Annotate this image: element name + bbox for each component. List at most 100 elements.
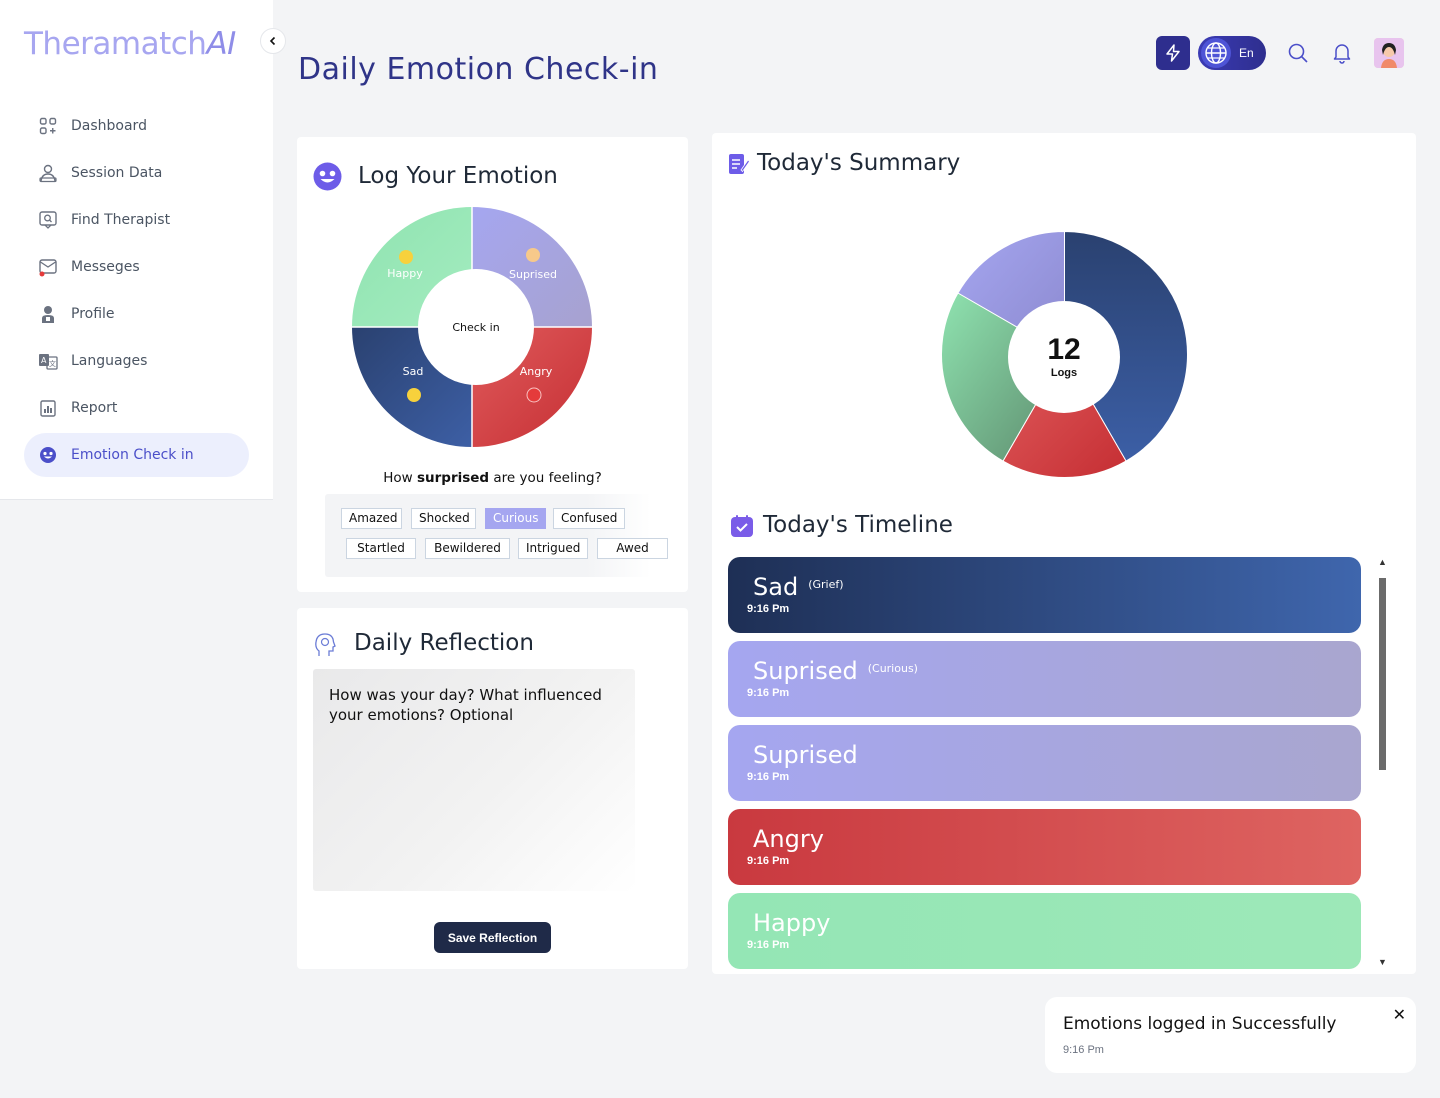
emotion-icon: [38, 445, 58, 465]
timeline-entry-suprised[interactable]: Suprised (Curious) 9:16 Pm: [728, 641, 1361, 717]
top-actions: En: [1156, 36, 1404, 70]
sidebar-item-label: Messeges: [71, 259, 140, 275]
language-switcher[interactable]: En: [1198, 36, 1266, 70]
scroll-down-icon[interactable]: ▼: [1378, 957, 1387, 967]
app-logo[interactable]: TheramatchAI: [24, 26, 236, 62]
sidebar-item-label: Emotion Check in: [71, 447, 194, 463]
sidebar-panel: TheramatchAI Dashboard Session Data Find T…: [0, 0, 273, 500]
sidebar-item-label: Languages: [71, 353, 148, 369]
wheel-label-sad: Sad: [403, 365, 424, 378]
surprised-emoji-icon: [526, 248, 540, 262]
chip-intrigued[interactable]: Intrigued: [518, 538, 588, 559]
log-emotion-title: Log Your Emotion: [358, 163, 558, 189]
reflection-textarea[interactable]: How was your day? What influenced your e…: [313, 669, 635, 891]
bolt-icon: [1166, 44, 1180, 62]
timeline-time: 9:16 Pm: [747, 771, 790, 783]
emotion-wheel[interactable]: Check in Happy Suprised Sad Angry: [352, 207, 592, 447]
chip-curious[interactable]: Curious: [485, 508, 546, 529]
sidebar-item-label: Profile: [71, 306, 115, 322]
summary-doc-icon: [729, 154, 750, 174]
page-title: Daily Emotion Check-in: [298, 52, 659, 87]
globe-icon: [1201, 38, 1231, 68]
sidebar-nav: Dashboard Session Data Find Therapist Messe…: [24, 104, 249, 480]
timeline-emotion: Angry: [753, 825, 824, 853]
happy-emoji-icon: [399, 250, 413, 264]
save-reflection-button[interactable]: Save Reflection: [434, 922, 551, 953]
collapse-sidebar-button[interactable]: [260, 28, 286, 54]
messages-icon: [38, 257, 58, 277]
timeline-list[interactable]: Sad (Grief) 9:16 Pm Suprised (Curious) 9:16 P…: [728, 557, 1361, 969]
timeline-scrollbar[interactable]: ▲ ▼: [1378, 557, 1388, 969]
scroll-up-icon[interactable]: ▲: [1378, 557, 1387, 567]
timeline-sub-emotion: (Curious): [867, 662, 918, 675]
chevron-left-icon: [269, 36, 276, 46]
close-icon[interactable]: ✕: [1392, 1007, 1406, 1024]
timeline-entry-angry[interactable]: Angry 9:16 Pm: [728, 809, 1361, 885]
user-avatar-icon: [1374, 38, 1404, 68]
timeline-entry-happy[interactable]: Happy 9:16 Pm: [728, 893, 1361, 969]
sidebar-item-profile[interactable]: Profile: [24, 292, 249, 336]
timeline-emotion: Happy: [753, 909, 831, 937]
svg-text:文: 文: [49, 359, 56, 368]
wheel-center-label: Check in: [452, 321, 499, 334]
toast-time: 9:16 Pm: [1063, 1044, 1104, 1056]
sidebar-item-dashboard[interactable]: Dashboard: [24, 104, 249, 148]
intensity-question: How surprised are you feeling?: [383, 470, 602, 486]
daily-reflection-title: Daily Reflection: [354, 630, 534, 656]
timeline-title: Today's Timeline: [763, 512, 953, 538]
log-count-label: Logs: [1050, 367, 1078, 379]
sidebar-item-messeges[interactable]: Messeges: [24, 245, 249, 289]
donut-slice-sad[interactable]: [1064, 231, 1188, 462]
timeline-time: 9:16 Pm: [747, 603, 790, 615]
emotion-face-icon: [313, 162, 342, 191]
wheel-label-happy: Happy: [387, 267, 423, 280]
timeline-check-icon: [731, 515, 753, 537]
timeline-time: 9:16 Pm: [747, 855, 790, 867]
chip-shocked[interactable]: Shocked: [411, 508, 476, 529]
report-icon: [38, 398, 58, 418]
dashboard-icon: [38, 116, 58, 136]
timeline-sub-emotion: (Grief): [808, 578, 844, 591]
sidebar: TheramatchAI Dashboard Session Data Find T…: [0, 0, 273, 1098]
timeline-entry-sad[interactable]: Sad (Grief) 9:16 Pm: [728, 557, 1361, 633]
log-count: 12: [1047, 333, 1081, 366]
chip-bewildered[interactable]: Bewildered: [425, 538, 510, 559]
chip-awed[interactable]: Awed: [597, 538, 668, 559]
donut-slice-angry[interactable]: [1002, 353, 1127, 478]
chip-startled[interactable]: Startled: [346, 538, 416, 559]
timeline-entry-suprised[interactable]: Suprised 9:16 Pm: [728, 725, 1361, 801]
sad-emoji-icon: [407, 388, 421, 402]
wheel-label-angry: Angry: [520, 365, 553, 378]
timeline-time: 9:16 Pm: [747, 939, 790, 951]
donut-center: 12 Logs: [1008, 301, 1120, 413]
success-toast: Emotions logged in Successfully 9:16 Pm …: [1045, 997, 1416, 1073]
chip-confused[interactable]: Confused: [553, 508, 625, 529]
sidebar-item-label: Report: [71, 400, 118, 416]
log-emotion-card: Log Your Emotion Check in Happy Suprised…: [297, 137, 688, 592]
timeline-emotion: Suprised: [753, 741, 858, 769]
sidebar-item-find-therapist[interactable]: Find Therapist: [24, 198, 249, 242]
wheel-label-surprised: Suprised: [509, 268, 557, 281]
angry-emoji-icon: [526, 387, 542, 403]
sidebar-item-report[interactable]: Report: [24, 386, 249, 430]
language-label: En: [1239, 46, 1254, 60]
sidebar-item-languages[interactable]: A 文 Languages: [24, 339, 249, 383]
summary-title: Today's Summary: [757, 150, 961, 176]
daily-reflection-card: Daily Reflection How was your day? What …: [297, 608, 688, 969]
sidebar-item-session-data[interactable]: Session Data: [24, 151, 249, 195]
profile-icon: [38, 304, 58, 324]
chip-amazed[interactable]: Amazed: [341, 508, 402, 529]
quick-action-button[interactable]: [1156, 36, 1190, 70]
sidebar-item-label: Session Data: [71, 165, 163, 181]
notifications-button[interactable]: [1325, 36, 1359, 70]
timeline-emotion: Sad (Grief): [753, 573, 844, 601]
brain-head-icon: [315, 633, 336, 656]
avatar[interactable]: [1374, 38, 1404, 68]
scrollbar-thumb[interactable]: [1379, 578, 1386, 770]
sidebar-item-label: Dashboard: [71, 118, 147, 134]
check-in-button[interactable]: [418, 269, 534, 385]
donut-slice-happy[interactable]: [941, 292, 1066, 462]
sidebar-item-emotion-check-in[interactable]: Emotion Check in: [24, 433, 249, 477]
search-button[interactable]: [1281, 36, 1315, 70]
